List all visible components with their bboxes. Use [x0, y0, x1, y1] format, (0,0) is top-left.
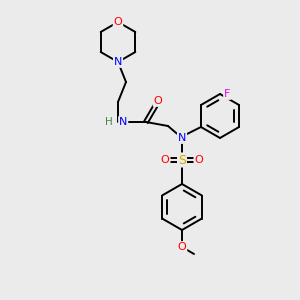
Text: N: N: [119, 117, 128, 127]
Text: F: F: [224, 89, 230, 99]
Text: S: S: [178, 154, 186, 166]
Text: H: H: [105, 117, 113, 127]
Text: O: O: [195, 155, 203, 165]
Text: O: O: [178, 242, 186, 252]
Text: O: O: [154, 96, 162, 106]
Text: N: N: [178, 133, 186, 143]
Text: O: O: [114, 17, 122, 27]
Text: N: N: [114, 57, 122, 67]
Text: O: O: [160, 155, 169, 165]
